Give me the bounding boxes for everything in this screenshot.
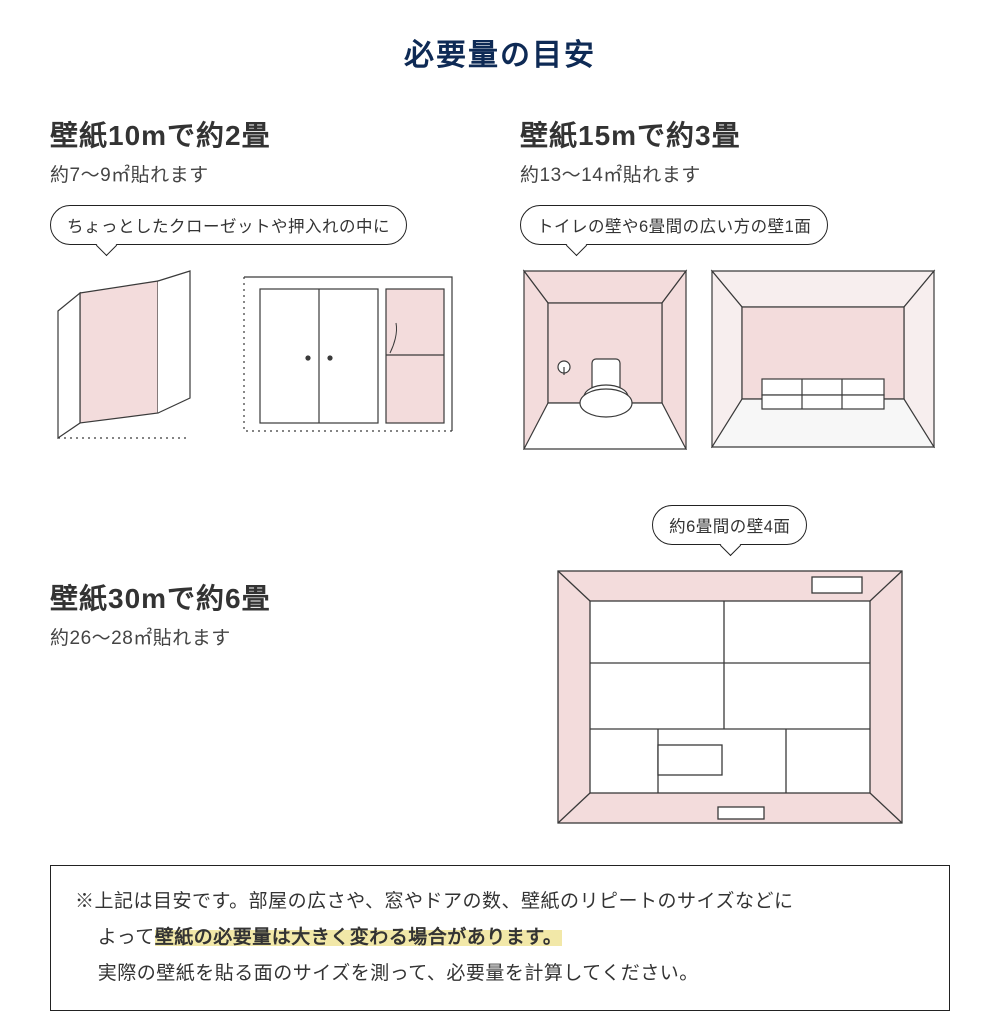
note-box: ※上記は目安です。部屋の広さや、窓やドアの数、壁紙のリピートのサイズなどに よっ…	[50, 865, 950, 1011]
note-line1b: よって壁紙の必要量は大きく変わる場合があります。	[75, 920, 925, 956]
room-fourwalls-icon	[550, 563, 910, 831]
section-10m: 壁紙10mで約2畳 約7～9㎡貼れます ちょっとしたクローゼットや押入れの中に	[50, 114, 480, 453]
section-30m-title: 壁紙30mで約6畳	[50, 577, 470, 617]
bubble-30m: 約6畳間の壁4面	[652, 505, 807, 545]
section-30m-text: 壁紙30mで約6畳 約26～28㎡貼れます	[50, 487, 470, 650]
section-30m-illus: 約6畳間の壁4面	[510, 487, 950, 831]
closet-icon	[50, 263, 220, 443]
bubble-10m: ちょっとしたクローゼットや押入れの中に	[50, 205, 407, 245]
section-15m-title: 壁紙15mで約3畳	[520, 114, 950, 154]
row-top: 壁紙10mで約2畳 約7～9㎡貼れます ちょっとしたクローゼットや押入れの中に	[50, 114, 950, 453]
main-title: 必要量の目安	[50, 30, 950, 74]
section-15m-sub: 約13～14㎡貼れます	[520, 160, 950, 187]
note-line1a: ※上記は目安です。部屋の広さや、窓やドアの数、壁紙のリピートのサイズなどに	[75, 891, 793, 912]
toilet-room-icon	[520, 263, 690, 453]
room-onewall-icon	[708, 263, 938, 453]
illustration-10m	[50, 263, 480, 443]
infographic-container: 必要量の目安 壁紙10mで約2畳 約7～9㎡貼れます ちょっとしたクローゼットや…	[0, 0, 1000, 1031]
illustration-15m	[520, 263, 950, 453]
section-10m-title: 壁紙10mで約2畳	[50, 114, 480, 154]
note-line2: 実際の壁紙を貼る面のサイズを測って、必要量を計算してください。	[75, 956, 925, 992]
oshiire-icon	[238, 263, 458, 443]
row-bottom: 壁紙30mで約6畳 約26～28㎡貼れます 約6畳間の壁4面	[50, 487, 950, 831]
section-15m: 壁紙15mで約3畳 約13～14㎡貼れます トイレの壁や6畳間の広い方の壁1面	[520, 114, 950, 453]
bubble-15m: トイレの壁や6畳間の広い方の壁1面	[520, 205, 828, 245]
note-highlight: 壁紙の必要量は大きく変わる場合があります。	[155, 927, 563, 948]
note-line1b-prefix: よって	[98, 927, 155, 948]
section-30m-sub: 約26～28㎡貼れます	[50, 623, 470, 650]
section-10m-sub: 約7～9㎡貼れます	[50, 160, 480, 187]
